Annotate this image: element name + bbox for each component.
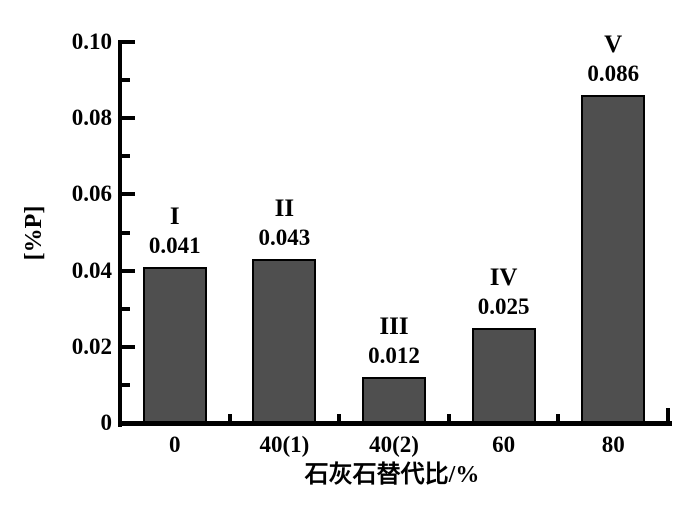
x-tick-label: 0 xyxy=(169,432,181,457)
y-tick-label: 0.06 xyxy=(71,181,112,207)
bar-roman-label: IV xyxy=(489,263,518,291)
bar-roman-label: I xyxy=(169,202,180,230)
y-minor-tick xyxy=(122,154,130,159)
bar-roman-label: V xyxy=(604,31,623,59)
y-minor-tick xyxy=(122,230,130,235)
bar xyxy=(252,259,317,423)
y-minor-tick xyxy=(122,306,130,311)
x-minor-tick xyxy=(556,414,561,421)
x-axis-title: 石灰石替代比/% xyxy=(304,462,480,488)
y-major-tick xyxy=(122,192,135,197)
y-major-tick xyxy=(122,40,135,44)
bar-value-label: 0.086 xyxy=(587,61,640,87)
bar-value-label: 0.025 xyxy=(477,293,530,319)
bar xyxy=(581,95,646,423)
x-tick-label: 60 xyxy=(492,432,516,457)
x-tick-label: 40(2) xyxy=(369,432,419,457)
bar xyxy=(362,377,426,423)
x-tick-label: 80 xyxy=(601,432,625,457)
y-tick-label: 0.02 xyxy=(71,333,112,359)
x-minor-tick xyxy=(227,414,232,421)
y-minor-tick xyxy=(122,382,130,387)
y-minor-tick xyxy=(122,78,130,83)
x-axis-end-tick xyxy=(666,408,670,421)
bar-roman-label: III xyxy=(379,313,409,341)
y-tick-label: 0.08 xyxy=(71,105,112,131)
bar xyxy=(142,266,207,423)
y-tick-label: 0.10 xyxy=(71,29,112,54)
y-tick-label: 0 xyxy=(100,410,113,435)
y-major-tick xyxy=(122,344,135,349)
y-tick-label: 0.04 xyxy=(71,257,112,283)
bar xyxy=(471,327,536,423)
x-minor-tick xyxy=(446,414,451,421)
y-major-tick xyxy=(122,116,135,121)
bar-value-label: 0.043 xyxy=(258,225,311,251)
x-axis-line xyxy=(118,421,672,426)
bar-roman-label: II xyxy=(274,195,295,223)
x-minor-tick xyxy=(337,414,342,421)
bar-value-label: 0.041 xyxy=(148,232,201,258)
y-axis-line xyxy=(118,40,122,427)
x-tick-label: 40(1) xyxy=(259,432,310,457)
bar-value-label: 0.012 xyxy=(368,343,420,369)
y-major-tick xyxy=(122,268,135,273)
